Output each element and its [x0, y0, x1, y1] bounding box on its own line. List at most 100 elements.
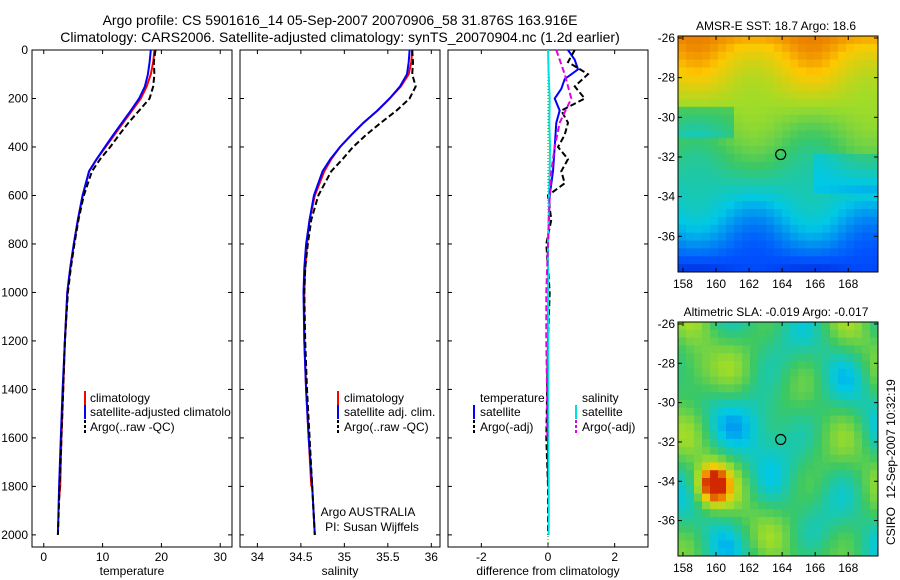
lat-tick-label: -32 [658, 150, 676, 164]
map-cell [806, 400, 815, 409]
map-cell [790, 446, 799, 455]
map-cell [870, 524, 879, 533]
map-cell [838, 407, 847, 416]
map-cell [870, 154, 879, 163]
map-cell [750, 193, 759, 202]
map-cell [686, 400, 695, 409]
map-cell [774, 509, 783, 518]
map-cell [702, 353, 711, 362]
map-cell [854, 322, 863, 331]
map-cell [838, 493, 847, 502]
map-cell [870, 67, 879, 76]
map-cell [870, 384, 879, 393]
map-cell [686, 138, 695, 147]
map-cell [830, 524, 839, 533]
map-cell [702, 337, 711, 346]
map-cell [846, 345, 855, 354]
map-cell [854, 532, 863, 541]
map-cell [782, 400, 791, 409]
map-cell [718, 36, 727, 45]
map-cell [686, 114, 695, 123]
map-cell [710, 138, 719, 147]
map-cell [678, 98, 687, 108]
map-cell [726, 485, 735, 494]
map-cell [734, 114, 743, 123]
map-cell [822, 540, 831, 549]
map-cell [846, 43, 855, 53]
map-cell [774, 169, 783, 178]
map-cell [870, 485, 879, 494]
map-cell [702, 59, 711, 68]
map-cell [798, 384, 807, 393]
map-cell [822, 446, 831, 455]
map-cell [862, 446, 871, 455]
map-cell [806, 201, 815, 210]
map-cell [702, 67, 711, 76]
footer-operator: CSIRO [884, 507, 898, 545]
map-cell [702, 43, 711, 53]
map-cell [734, 98, 743, 108]
map-cell [774, 485, 783, 494]
map-cell [710, 43, 719, 53]
map-cell [774, 493, 783, 502]
map-cell [734, 154, 743, 163]
map-cell [854, 337, 863, 346]
map-cell [710, 345, 719, 354]
map-cell [750, 478, 759, 487]
map-cell [694, 193, 703, 202]
map-cell [798, 98, 807, 108]
map-cell [750, 43, 759, 53]
map-cell [678, 384, 687, 393]
map-cell [710, 98, 719, 108]
map-cell [710, 122, 719, 131]
map-cell [846, 98, 855, 108]
map-cell [814, 169, 823, 178]
map-cell [702, 256, 711, 265]
map-cell [750, 169, 759, 178]
lat-tick-label: -34 [658, 190, 676, 204]
map-cell [750, 209, 759, 218]
map-cell [686, 407, 695, 416]
map-cell [766, 185, 775, 194]
map-cell [686, 485, 695, 494]
map-cell [726, 517, 735, 526]
map-cell [846, 216, 855, 226]
map-cell [798, 43, 807, 53]
map-cell [782, 454, 791, 463]
map-cell [814, 43, 823, 53]
map-cell [838, 138, 847, 147]
legend-title-temperature: temperature [480, 391, 545, 405]
map-cell [806, 91, 815, 100]
map-cell [814, 532, 823, 541]
map-cell [694, 122, 703, 131]
legend-label-climatology: climatology [344, 391, 404, 405]
map-cell [694, 368, 703, 377]
map-cell [742, 169, 751, 178]
sla-map-lat-ticks: -26-28-30-32-34-36 [658, 317, 878, 528]
map-cell [838, 439, 847, 448]
map-cell [822, 67, 831, 76]
map-cell [838, 154, 847, 163]
map-cell [742, 154, 751, 163]
map-cell [870, 431, 879, 440]
map-cell [854, 185, 863, 194]
map-cell [862, 517, 871, 526]
map-cell [846, 114, 855, 123]
map-cell [758, 177, 767, 186]
map-cell [782, 232, 791, 241]
map-cell [678, 485, 687, 494]
y-tick-label: 1400 [1, 382, 28, 396]
map-cell [806, 431, 815, 440]
map-cell [678, 154, 687, 163]
map-cell [766, 36, 775, 45]
map-cell [798, 224, 807, 234]
map-cell [718, 185, 727, 194]
map-cell [750, 337, 759, 346]
map-cell [806, 36, 815, 45]
map-cell [822, 75, 831, 84]
map-cell [710, 161, 719, 171]
sla-map-frame [677, 321, 879, 557]
map-cell [854, 384, 863, 393]
map-cell [702, 400, 711, 409]
